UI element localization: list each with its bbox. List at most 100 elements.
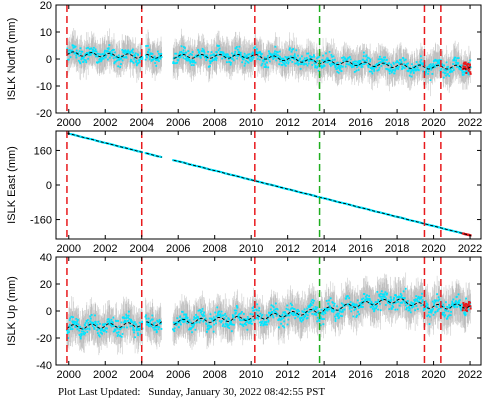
data-point: [303, 62, 306, 65]
data-point: [417, 69, 420, 72]
data-point: [363, 63, 366, 66]
data-point: [215, 57, 218, 60]
data-point: [237, 50, 240, 53]
data-point: [253, 52, 255, 55]
data-point: [95, 50, 98, 53]
data-point: [362, 55, 365, 57]
data-point: [366, 56, 369, 59]
data-point: [356, 66, 358, 69]
data-point: [179, 56, 182, 58]
data-point: [74, 51, 77, 54]
data-point: [224, 57, 227, 60]
data-point: [410, 75, 413, 78]
data-point: [242, 58, 245, 61]
data-point: [312, 59, 315, 62]
recent-point: [467, 62, 470, 65]
data-point: [420, 58, 423, 61]
data-point: [147, 51, 150, 54]
data-point: [144, 58, 147, 61]
data-point: [206, 54, 209, 57]
data-point: [341, 65, 344, 68]
data-point: [115, 56, 117, 59]
data-point: [322, 59, 325, 62]
data-point: [79, 62, 82, 65]
data-point: [422, 70, 425, 73]
data-point: [427, 72, 430, 75]
data-point: [394, 68, 397, 71]
data-point: [187, 50, 190, 52]
data-point: [240, 55, 243, 58]
data-point: [146, 56, 148, 59]
data-point: [185, 51, 188, 54]
data-point: [189, 60, 191, 63]
data-point: [408, 74, 411, 77]
data-point: [110, 52, 112, 55]
data-point: [178, 56, 181, 59]
data-point: [460, 64, 463, 67]
data-point: [264, 65, 267, 68]
data-point: [388, 62, 390, 65]
data-point: [338, 65, 341, 68]
data-point: [419, 61, 422, 64]
data-point: [465, 70, 468, 73]
data-point: [196, 55, 199, 58]
data-point: [209, 62, 212, 65]
data-point: [246, 60, 249, 63]
data-point: [136, 62, 139, 65]
data-point: [222, 52, 225, 55]
data-point: [345, 63, 348, 66]
data-point: [277, 54, 280, 57]
data-point: [84, 59, 87, 62]
data-point: [321, 65, 324, 68]
data-point: [377, 68, 380, 71]
data-point: [234, 50, 237, 53]
data-point: [409, 66, 412, 69]
data-point: [123, 50, 126, 53]
data-point: [355, 69, 358, 72]
data-point: [81, 50, 84, 53]
data-point: [241, 58, 244, 61]
data-point: [121, 59, 124, 62]
data-point: [89, 51, 91, 53]
data-point: [194, 56, 196, 58]
data-point: [153, 55, 156, 58]
data-point: [343, 60, 345, 63]
data-point: [193, 59, 195, 62]
data-point: [406, 63, 408, 65]
data-point: [432, 63, 435, 65]
x-tick-label: 2004: [129, 117, 153, 129]
data-point: [181, 52, 184, 55]
data-point: [87, 57, 90, 60]
data-point: [103, 55, 106, 58]
data-point: [277, 56, 279, 59]
data-point: [266, 61, 268, 64]
data-point: [159, 56, 161, 59]
data-point: [370, 70, 373, 73]
x-tick-label: 2004: [129, 243, 153, 255]
x-tick-label: 2020: [421, 243, 445, 255]
data-point: [452, 63, 454, 65]
data-point: [287, 62, 290, 65]
data-point: [127, 51, 130, 53]
data-point: [121, 48, 124, 51]
data-point: [217, 49, 220, 52]
data-point: [239, 53, 242, 55]
data-point: [448, 75, 451, 77]
data-point: [432, 65, 434, 68]
data-point: [227, 58, 230, 61]
data-point: [399, 58, 402, 61]
data-point: [297, 54, 299, 57]
data-point: [335, 67, 338, 70]
data-point: [308, 59, 311, 62]
data-point: [425, 70, 428, 73]
data-point: [103, 53, 106, 55]
x-tick-label: 2022: [458, 117, 482, 129]
data-point: [239, 51, 242, 54]
data-point: [314, 66, 317, 69]
data-point: [180, 50, 183, 53]
data-point: [313, 55, 315, 58]
recent-point: [468, 67, 471, 70]
data-point: [74, 45, 77, 48]
data-point: [439, 69, 442, 72]
data-point: [369, 58, 372, 61]
